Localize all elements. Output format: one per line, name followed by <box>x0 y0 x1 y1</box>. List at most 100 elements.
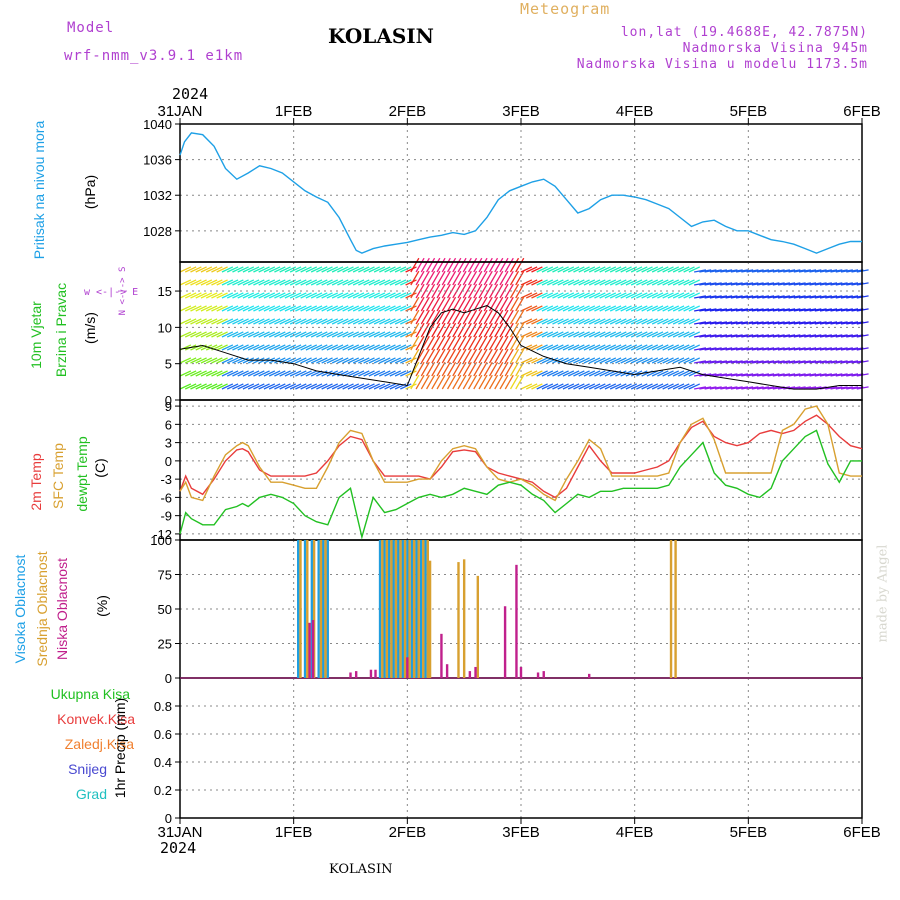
wind-barb <box>725 334 738 338</box>
wind-barb <box>321 292 333 299</box>
wind-barb <box>588 331 601 338</box>
wind-barb <box>630 344 643 351</box>
wind-barb <box>242 292 255 299</box>
wind-barb <box>352 357 365 364</box>
wind-barb <box>389 292 401 299</box>
wind-barb <box>515 374 525 390</box>
wind-barb <box>835 347 848 351</box>
top-year-label: 2024 <box>172 85 209 103</box>
wind-barb <box>321 370 333 377</box>
cloud-bar-mid <box>390 540 393 678</box>
wind-barb <box>615 266 627 273</box>
wind-barb <box>316 292 328 299</box>
wind-barb <box>830 308 843 312</box>
wind-barb <box>536 292 548 299</box>
wind-barb <box>630 370 643 377</box>
wind-barb <box>720 347 733 351</box>
cloud-bar-high <box>415 540 418 678</box>
bottom-x-tick-label: 2FEB <box>389 824 427 841</box>
wind-barb <box>331 357 344 364</box>
wind-barb <box>714 373 728 377</box>
wind-barb <box>321 344 333 351</box>
wind-barb <box>625 331 638 338</box>
wind-barb <box>258 370 270 377</box>
wind-barb <box>762 347 775 351</box>
wind-barb <box>762 334 775 338</box>
wind-barb <box>562 344 575 351</box>
wind-barb <box>620 318 632 325</box>
wind-barb <box>804 347 817 351</box>
wind-barb <box>641 318 653 325</box>
wind-barb <box>735 386 749 390</box>
wind-barb <box>221 344 234 351</box>
y-tick-label: 0 <box>165 671 172 686</box>
wind-barb <box>426 270 436 286</box>
wind-barb <box>483 322 493 338</box>
wind-barb <box>347 305 360 312</box>
wind-barb <box>384 357 396 364</box>
wind-barb <box>279 344 291 351</box>
wind-barb <box>588 266 601 273</box>
wind-barb <box>457 322 467 338</box>
footer-station: KOLASIN <box>329 862 393 877</box>
wind-barb <box>830 282 843 286</box>
cloud-bar-low <box>536 672 540 678</box>
wind-barb <box>515 283 525 299</box>
wind-barb <box>226 344 239 351</box>
wind-barb <box>478 361 488 377</box>
wind-barb <box>431 309 441 325</box>
wind-barb <box>825 347 838 351</box>
wind-barb <box>237 279 249 286</box>
wind-barb <box>515 348 525 364</box>
wind-barb <box>840 282 853 286</box>
wind-barb <box>651 357 664 364</box>
wind-barb <box>420 270 430 286</box>
wind-barb <box>725 386 738 390</box>
cloud-bar-high <box>387 540 391 678</box>
wind-barb <box>646 279 659 286</box>
wind-barb <box>672 279 685 286</box>
wind-barb <box>536 383 548 390</box>
wind-barb <box>625 344 638 351</box>
wind-barb <box>195 331 207 338</box>
wind-barb <box>436 348 446 364</box>
wind-barb <box>268 279 281 286</box>
wind-barb <box>546 292 559 299</box>
wind-barb <box>200 331 213 338</box>
wind-barb <box>615 305 627 312</box>
wind-barb <box>478 374 488 390</box>
wind-barb <box>751 321 764 325</box>
wind-barb <box>326 305 339 312</box>
wind-barb <box>720 269 733 273</box>
wind-barb <box>756 360 770 364</box>
wind-barb <box>830 269 843 273</box>
wind-barb <box>352 292 365 299</box>
precip-legend-snow: Snijeg <box>68 761 107 777</box>
wind-barb <box>730 308 743 312</box>
wind-barb <box>525 305 538 312</box>
wind-barb <box>846 373 859 377</box>
wind-barb <box>462 309 472 325</box>
wind-barb <box>725 360 738 364</box>
wind-barb <box>583 331 596 338</box>
wind-barb <box>714 347 728 351</box>
wind-barb <box>699 308 712 312</box>
wind-barb <box>499 257 509 273</box>
model-elevation-label: Nadmorska Visina u modelu 1173.5m <box>576 57 868 72</box>
wind-barb <box>473 335 483 351</box>
wind-barb <box>699 321 712 325</box>
wind-barb <box>268 305 281 312</box>
wind-barb <box>578 318 590 325</box>
wind-barb <box>316 331 328 338</box>
wind-barb <box>783 269 796 273</box>
wind-barb <box>488 335 499 351</box>
wind-barb <box>846 334 859 338</box>
wind-barb <box>195 370 207 377</box>
wind-barb <box>662 266 674 273</box>
wind-barb <box>263 279 276 286</box>
wind-barb <box>415 335 425 351</box>
wind-barb <box>268 383 281 390</box>
wind-barb <box>840 347 853 351</box>
wind-barb <box>720 373 733 377</box>
wind-barb <box>200 357 213 364</box>
